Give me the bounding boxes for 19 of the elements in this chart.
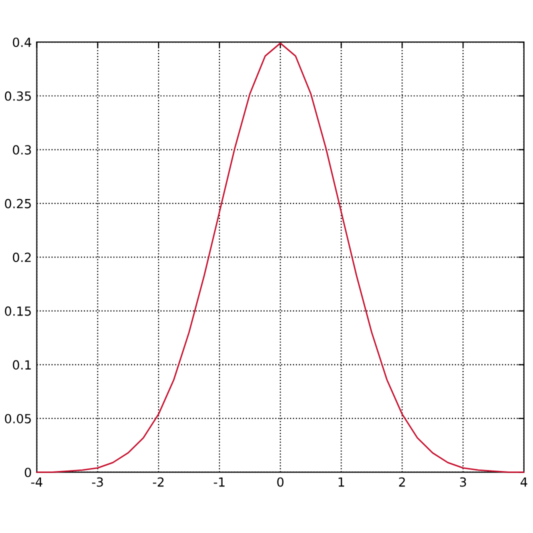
y-tick-label: 0.15 <box>4 306 31 316</box>
x-tick-label: 1 <box>338 477 344 487</box>
y-tick-label: 0.1 <box>12 360 31 370</box>
line-series <box>36 42 525 473</box>
x-tick-label: 0 <box>277 477 284 487</box>
y-tick-label: 0.35 <box>4 91 31 101</box>
y-tick-label: 0.2 <box>12 252 31 262</box>
x-tick-label: -3 <box>92 477 103 487</box>
x-tick-label: -4 <box>31 477 42 487</box>
y-tick-label: 0.4 <box>12 38 32 48</box>
x-tick-label: 2 <box>399 477 405 487</box>
x-tick-label: 4 <box>520 477 528 487</box>
y-tick-label: 0 <box>24 468 32 478</box>
x-tick-label: -1 <box>214 477 225 487</box>
x-tick-label: 3 <box>460 477 466 487</box>
y-tick-label: 0.25 <box>4 198 31 208</box>
y-tick-label: 0.3 <box>12 145 31 155</box>
x-tick-label: -2 <box>152 477 164 487</box>
y-tick-label: 0.05 <box>4 414 31 424</box>
